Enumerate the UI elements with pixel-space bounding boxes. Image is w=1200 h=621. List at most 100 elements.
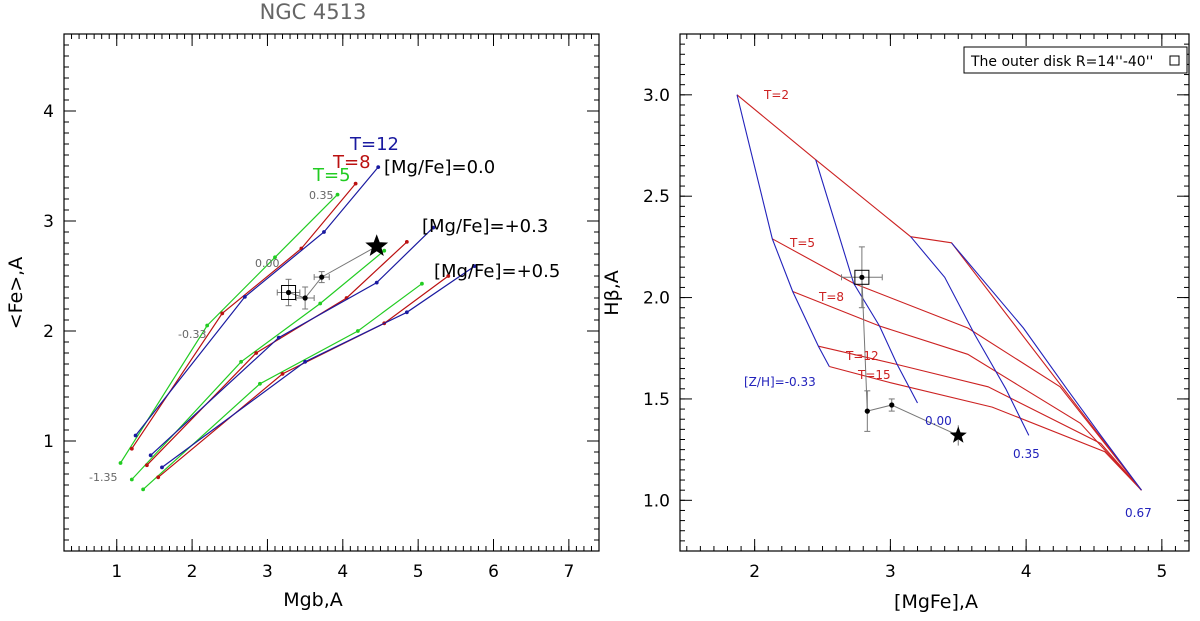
- model-track-T=8: [131, 183, 357, 450]
- metallicity-label-035: 0.35: [309, 189, 334, 202]
- model-point: [355, 329, 360, 333]
- axis-ticks: 2 3 4 5 1.0 1.5 2.0 2.5 3.0: [643, 33, 1190, 582]
- metallicity-grid-line: [736, 94, 830, 367]
- x-tick-label: 4: [1021, 562, 1032, 582]
- plot-area: [736, 94, 1142, 491]
- model-point: [404, 240, 409, 244]
- model-point: [118, 461, 123, 465]
- model-track-T=8: [157, 275, 449, 478]
- mgb-fe-panel: NGC 4513 1 2 3 4 5 6 7 1 2 3 4 Mgb,A <Fe>,A T=12 T…: [5, 0, 600, 611]
- y-axis-label: Hβ,A: [601, 270, 623, 315]
- model-track-T=8: [146, 241, 408, 466]
- age-grid-line: [829, 365, 1142, 491]
- y-tick-label: 1.0: [643, 491, 670, 511]
- x-tick-label: 3: [262, 562, 273, 582]
- age-label-t12: T=12: [845, 349, 879, 363]
- metallicity-label-m135: -1.35: [89, 471, 117, 484]
- model-track-T=12: [161, 265, 476, 468]
- metallicity-label-m033: [Z/H]=-0.33: [744, 375, 816, 389]
- age-grid-line: [772, 238, 1142, 491]
- model-point: [129, 446, 134, 451]
- model-point: [382, 248, 387, 253]
- model-point: [239, 359, 243, 364]
- x-tick-label: 1: [111, 562, 122, 582]
- age-label-t5: T=5: [789, 236, 815, 250]
- y-tick-label: 2.0: [643, 289, 670, 309]
- metallicity-grid-line: [910, 236, 1030, 436]
- age-label-t15: T=15: [857, 368, 891, 382]
- metallicity-label-067: 0.67: [1125, 506, 1152, 520]
- model-point: [322, 230, 326, 234]
- legend-box: [963, 46, 1188, 74]
- model-point: [376, 165, 381, 170]
- x-tick-label: 3: [885, 562, 896, 582]
- model-point: [431, 225, 436, 230]
- model-point: [129, 477, 134, 482]
- age-label-t8: T=8: [818, 290, 844, 304]
- x-axis-label: [MgFe],A: [894, 591, 978, 613]
- observation-point: [302, 295, 308, 301]
- model-point: [148, 453, 153, 458]
- observation-connector: [288, 245, 377, 299]
- mgfe-label-05: [Mg/Fe]=+0.5: [434, 261, 560, 282]
- axis-ticks: 1 2 3 4 5 6 7 1 2 3 4: [43, 33, 600, 582]
- model-point: [160, 465, 164, 470]
- y-tick-label: 1: [43, 432, 54, 452]
- y-tick-label: 3: [43, 212, 54, 232]
- open-square-marker: [854, 269, 870, 285]
- model-point: [205, 323, 210, 328]
- model-point: [404, 310, 409, 315]
- model-point: [446, 274, 451, 278]
- y-tick-label: 2.5: [643, 187, 670, 207]
- model-point: [472, 264, 477, 268]
- star-marker: [365, 234, 389, 256]
- model-point: [144, 463, 149, 468]
- age-grid-line: [736, 94, 1142, 491]
- x-tick-label: 7: [563, 562, 574, 582]
- y-tick-label: 3.0: [643, 86, 670, 106]
- plot-frame: [63, 33, 600, 552]
- metallicity-label-035: 0.35: [1013, 447, 1040, 461]
- plot-frame: [679, 33, 1190, 552]
- model-point: [335, 192, 340, 197]
- x-tick-label: 5: [1156, 562, 1167, 582]
- model-track-T=12: [135, 166, 379, 436]
- hbeta-mgfe-panel: 2 3 4 5 1.0 1.5 2.0 2.5 3.0 [MgFe],A Hβ,A The ou…: [601, 33, 1190, 613]
- age-label-t8: T=8: [332, 152, 371, 173]
- model-point: [303, 359, 308, 364]
- y-tick-label: 2: [43, 322, 54, 342]
- observation-point: [889, 402, 895, 408]
- model-point: [156, 475, 161, 480]
- open-square-marker: [281, 285, 297, 300]
- observation-point: [285, 289, 292, 296]
- y-tick-label: 4: [43, 102, 54, 122]
- model-track-T=5: [142, 283, 423, 490]
- mgfe-label-0: [Mg/Fe]=0.0: [384, 157, 495, 178]
- legend-text: The outer disk R=14''-40'': [970, 54, 1153, 70]
- y-tick-label: 1.5: [643, 390, 670, 410]
- age-grid-line: [818, 345, 1142, 491]
- x-tick-label: 2: [187, 562, 198, 582]
- model-point: [220, 311, 225, 316]
- age-grid-line: [792, 290, 1142, 491]
- plot-area: [118, 165, 477, 492]
- y-axis-label: <Fe>,A: [5, 257, 27, 329]
- model-point: [420, 281, 424, 286]
- model-track-T=5: [131, 250, 385, 480]
- model-point: [133, 433, 138, 438]
- observation-point: [859, 274, 865, 280]
- legend-square-icon: [1169, 55, 1180, 66]
- model-point: [318, 301, 323, 306]
- metallicity-grid-line: [815, 159, 918, 404]
- chart-title: NGC 4513: [260, 0, 367, 24]
- x-tick-label: 6: [488, 562, 499, 582]
- star-marker: [949, 426, 967, 443]
- metallicity-grid-line: [951, 242, 1142, 491]
- mgfe-label-03: [Mg/Fe]=+0.3: [422, 216, 548, 237]
- model-point: [273, 255, 277, 260]
- x-axis-label: Mgb,A: [283, 589, 343, 611]
- model-track-T=12: [150, 227, 434, 456]
- age-label-t2: T=2: [763, 88, 789, 102]
- metallicity-label-m033: -0.33: [178, 328, 206, 341]
